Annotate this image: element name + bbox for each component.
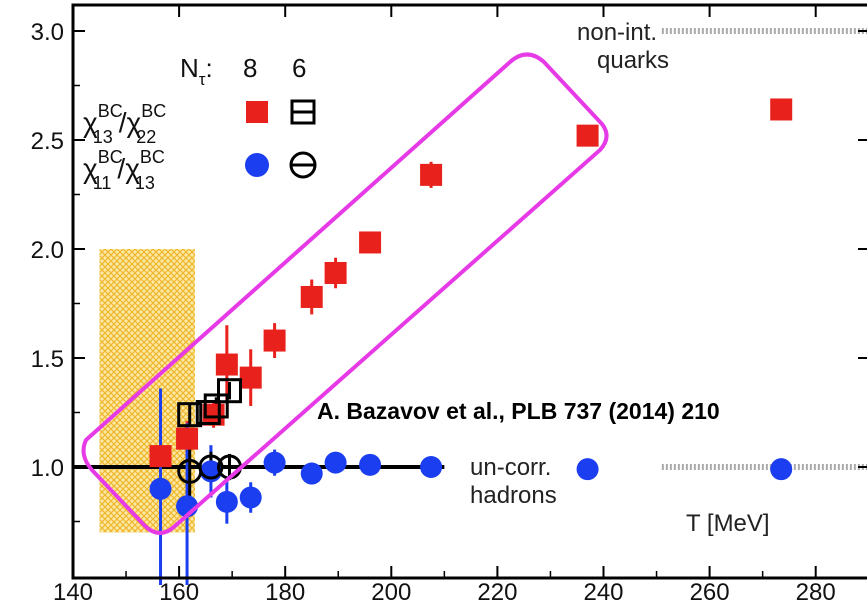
legend: Nτ: 8 6 χBC 13/χBC 22 χBC 11/χBC 13 [83, 53, 317, 193]
x-tick-label: 220 [477, 579, 517, 601]
data-point-circle [359, 453, 382, 476]
legend-row2-label: χBC 11/χBC 13 [83, 147, 165, 193]
x-tick-label: 160 [159, 579, 199, 601]
uncorrelated-label-line2: hadrons [470, 482, 557, 509]
data-point-square [359, 231, 382, 254]
legend-header: Nτ: [180, 53, 213, 89]
data-point-open-square [203, 393, 229, 419]
data-point-square [263, 329, 286, 352]
x-axis-label: T [MeV] [686, 510, 770, 537]
transition-band [99, 249, 196, 533]
tick-labels: 140 160 180 200 220 240 260 280 1.0 1.5 2.0 2.5 3.0 [31, 19, 836, 601]
data-point-square [324, 261, 347, 284]
y-tick-label: 2.0 [31, 237, 64, 264]
data-point-open-square [195, 400, 221, 425]
legend-nt8-label: 8 [243, 53, 257, 83]
data-point-square [149, 445, 172, 468]
data-point-square [770, 98, 793, 121]
data-point-square [300, 285, 323, 308]
data-point-circle [300, 462, 323, 485]
plot-frame [71, 3, 867, 580]
y-tick-label: 2.5 [31, 128, 64, 155]
y-tick-label: 1.0 [31, 455, 64, 482]
data-point-circle [239, 486, 262, 509]
x-tick-label: 140 [53, 579, 93, 601]
y-tick-label: 3.0 [31, 19, 64, 46]
legend-row1-label: χBC 13/χBC 22 [83, 101, 166, 147]
data-point-circle [770, 458, 793, 481]
data-point-square [215, 353, 238, 376]
data-point-circle [576, 458, 599, 481]
tick-marks [72, 5, 867, 578]
legend-nt8-square-marker [246, 101, 268, 123]
legend-nt8-circle-marker [245, 153, 269, 177]
data-point-circle [215, 490, 238, 513]
data-markers [149, 98, 793, 518]
highlight-box [81, 52, 609, 535]
x-tick-label: 240 [583, 579, 623, 601]
data-point-open-circle [198, 454, 224, 480]
x-tick-label: 200 [371, 579, 411, 601]
x-tick-label: 260 [690, 579, 730, 601]
y-tick-label: 1.5 [31, 346, 64, 373]
data-point-circle [324, 451, 347, 474]
data-point-open-square [177, 402, 203, 428]
data-point-square [176, 427, 199, 450]
data-point-square [576, 124, 599, 147]
data-point-circle [420, 456, 443, 478]
uncorrelated-label-line1: un-corr. [470, 454, 551, 481]
data-point-square [420, 163, 443, 186]
noninteracting-label-line1: non-int. [577, 19, 657, 46]
legend-nt6-label: 6 [292, 53, 306, 83]
noninteracting-label-line2: quarks [597, 47, 669, 74]
data-point-open-square [216, 378, 242, 404]
x-tick-label: 180 [265, 579, 305, 601]
data-point-circle [263, 451, 286, 474]
x-tick-label: 280 [796, 579, 836, 601]
data-point-square [239, 366, 262, 389]
citation-text: A. Bazavov et al., PLB 737 (2014) 210 [317, 398, 720, 424]
data-point-circle [149, 477, 172, 500]
